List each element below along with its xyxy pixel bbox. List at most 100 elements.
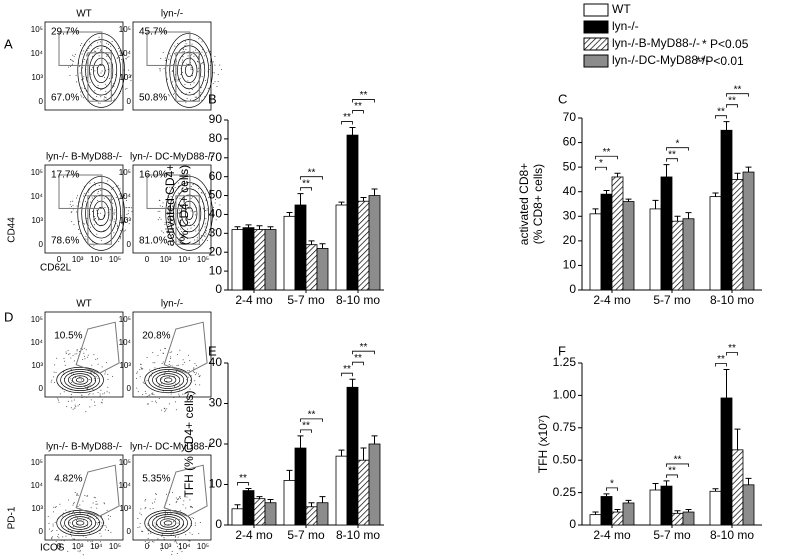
gate-percent: 81.0% [139,236,167,247]
event-dot [59,393,61,395]
error-bar [319,243,326,249]
event-dot [175,401,177,403]
x-tick-label: 2-4 mo [235,293,273,307]
event-dot [52,511,54,513]
event-dot [82,67,84,69]
bar [611,511,624,526]
event-dot [110,45,112,47]
event-dot [188,222,190,224]
event-dot [170,356,172,358]
bar [283,215,296,291]
y-tick-label: 50 [563,159,577,173]
panel-label: D [4,309,13,324]
event-dot [91,197,93,199]
event-dot [214,202,216,204]
event-dot [163,538,165,540]
event-dot [57,399,59,401]
event-dot [76,494,78,496]
gate [175,195,200,245]
event-dot [185,206,187,208]
contour [93,57,110,84]
event-dot [149,508,151,510]
error-bar [256,496,263,499]
legend-label: lyn-/-DC-MyD88-/- [612,53,709,67]
error-bar [267,226,274,230]
event-dot [221,68,223,70]
event-dot [147,523,149,525]
event-dot [107,53,109,55]
contour [96,63,106,77]
event-dot [52,525,54,527]
event-dot [93,496,95,498]
y-tick-label: 10³ [119,361,131,370]
event-dot [75,515,77,517]
event-dot [100,189,102,191]
event-dot [180,228,182,230]
event-dot [86,396,88,398]
event-dot [159,349,161,351]
event-dot [89,517,91,519]
event-dot [103,230,105,232]
event-dot [94,218,96,220]
significance-bracket [666,474,678,478]
event-dot [98,522,100,524]
y-tick-label: 10³ [119,216,131,225]
event-dot [100,72,102,74]
event-dot [188,394,190,396]
event-dot [104,525,106,527]
event-dot [83,396,85,398]
event-dot [184,40,186,42]
bar [264,229,277,291]
y-tick-label: 0 [569,282,576,296]
event-dot [81,53,83,55]
y-tick-label: 70 [563,110,577,124]
event-dot [141,368,143,370]
event-dot [214,229,216,231]
event-dot [194,374,196,376]
event-dot [111,188,113,190]
significance-bracket [715,363,727,367]
event-dot [167,94,169,96]
x-tick-label: 10⁴ [90,542,103,551]
event-dot [189,379,191,381]
event-dot [99,393,101,395]
event-dot [187,391,189,393]
plot-title: lyn-/- B-MyD88-/- [46,152,122,163]
error-bar [308,502,315,507]
x-tick-label: 10³ [160,255,172,264]
event-dot [195,214,197,216]
significance-label: ** [354,101,362,112]
error-bar [685,212,692,219]
event-dot [154,522,156,524]
event-dot [173,521,175,523]
event-dot [170,196,172,198]
event-dot [130,74,132,76]
event-dot [62,525,64,527]
event-dot [174,45,176,47]
contour [89,194,114,233]
event-dot [51,536,53,538]
significance-label: ** [354,353,362,364]
x-tick-label: 10⁴ [90,255,103,264]
event-dot [162,361,164,363]
event-dot [164,60,166,62]
event-dot [128,207,130,209]
event-dot [186,496,188,498]
event-dot [190,227,192,229]
bar [368,443,381,526]
event-dot [188,370,190,372]
x-tick-label: 8-10 mo [710,528,754,542]
event-dot [194,362,196,364]
event-dot [63,357,65,359]
event-dot [208,197,210,199]
event-dot [153,394,155,396]
event-dot [182,364,184,366]
event-dot [114,98,116,100]
event-dot [152,362,154,364]
bar [242,490,255,526]
event-dot [193,367,195,369]
y-tick-label: 20 [563,233,577,247]
error-bar [652,199,659,209]
event-dot [178,518,180,520]
contour [177,194,202,233]
